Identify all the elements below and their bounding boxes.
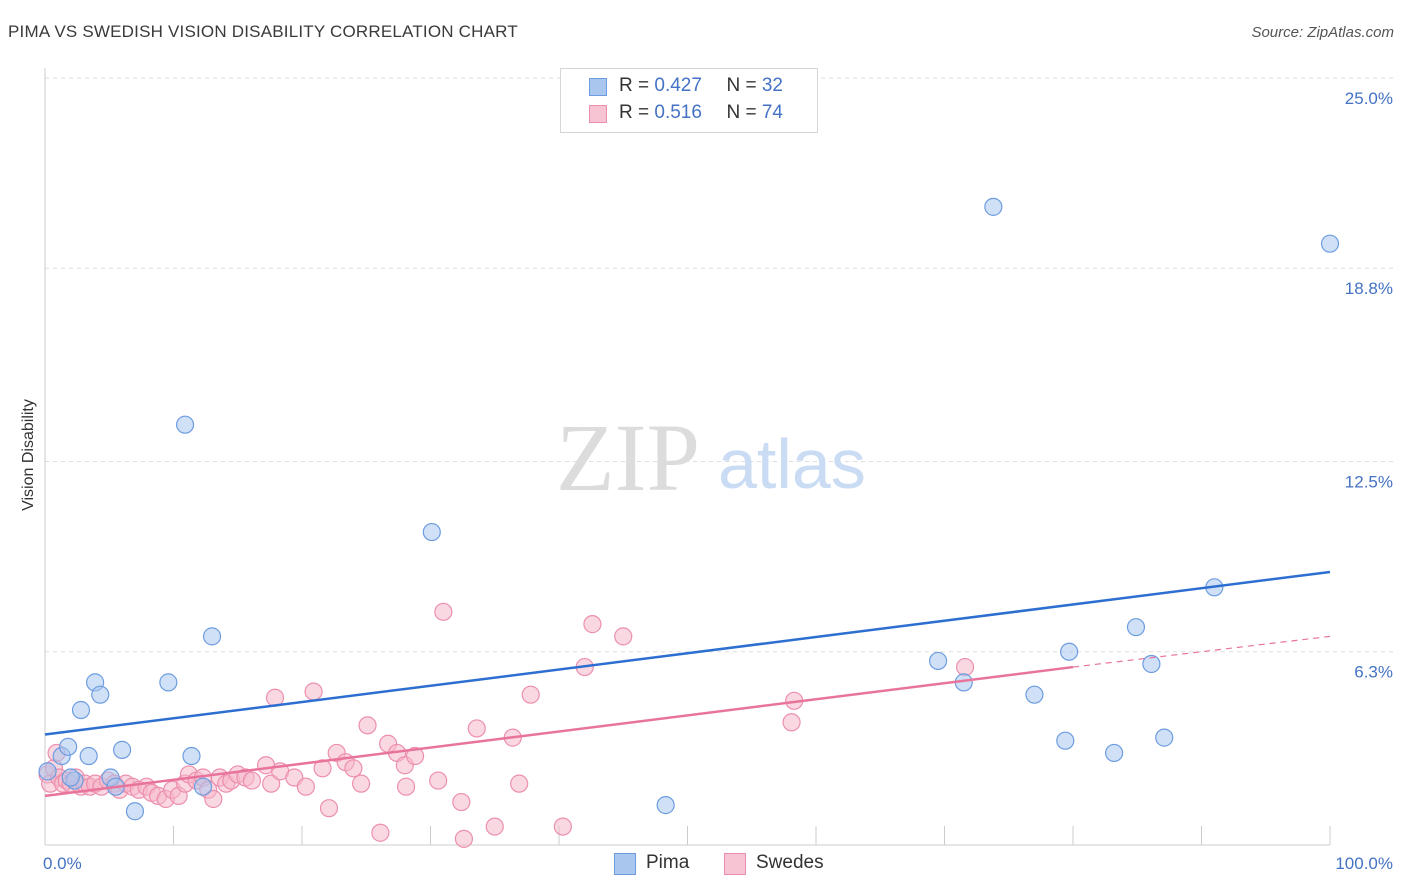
swedes-point — [296, 777, 315, 796]
legend: R = 0.427 N = 32 R = 0.516 N = 74 — [560, 68, 818, 133]
legend-pima-r-label: R = — [619, 75, 655, 96]
pima-point — [1060, 642, 1079, 661]
pima-point — [656, 796, 675, 815]
pima-point — [422, 522, 441, 542]
swedes-point — [553, 817, 572, 836]
pima-point — [193, 777, 213, 796]
pima-point — [71, 700, 91, 720]
swedes-point — [358, 716, 377, 735]
watermark-atlas: atlas — [718, 425, 866, 503]
y-tick-label: 18.8% — [1345, 279, 1393, 298]
pima-point — [1142, 654, 1161, 674]
swedes-point — [510, 774, 529, 793]
swedes-point — [434, 602, 453, 621]
legend-pima-r-value: 0.427 — [654, 75, 702, 96]
swedes-point — [454, 829, 474, 848]
swedes-point — [371, 823, 390, 842]
legend-swedes-n-value: 74 — [761, 102, 783, 123]
swedes-trend-line — [44, 665, 1074, 798]
pima-point — [928, 651, 948, 671]
swedes-point — [319, 799, 339, 818]
swedes-point — [344, 759, 363, 778]
swedes-point — [521, 685, 540, 704]
legend-swedes-r-label: R = — [619, 102, 655, 123]
y-tick-label: 12.5% — [1345, 473, 1393, 492]
pima-points — [38, 197, 1340, 821]
pima-point — [38, 762, 57, 781]
swedes-point — [429, 771, 448, 790]
swedes-points — [38, 602, 975, 848]
x-tick-label-min: 0.0% — [43, 854, 82, 873]
swedes-point — [452, 792, 471, 812]
swedes-point — [485, 817, 504, 836]
swedes-point — [242, 771, 261, 790]
pima-point — [1105, 743, 1124, 763]
chart-title: PIMA VS SWEDISH VISION DISABILITY CORREL… — [8, 22, 518, 41]
pima-point — [202, 627, 222, 646]
swedes-point — [262, 774, 281, 793]
pima-point — [79, 746, 98, 766]
pima-point — [1056, 731, 1075, 750]
pima-point — [1126, 618, 1146, 637]
pima-point — [159, 673, 178, 692]
y-axis-label: Vision Disability — [20, 399, 37, 511]
bottom-legend-swatch-swedes — [724, 853, 746, 875]
pima-point — [182, 746, 201, 766]
y-tick-label: 6.3% — [1354, 663, 1393, 682]
pima-point — [984, 197, 1003, 216]
pima-point — [91, 685, 110, 704]
axes-layer: 6.3% 12.5% 18.8% 25.0% 0.0% 100.0% — [43, 68, 1393, 873]
trend-layer — [44, 570, 1331, 798]
legend-swatch-swedes — [589, 105, 607, 123]
legend-swedes-n-label: N = — [726, 102, 762, 123]
swedes-point — [467, 719, 486, 738]
swedes-point — [583, 615, 602, 634]
x-tick-label-max: 100.0% — [1335, 854, 1393, 873]
bottom-legend-pima-label: Pima — [646, 852, 690, 873]
swedes-point — [313, 759, 332, 778]
legend-pima-n-value: 32 — [761, 75, 783, 96]
swedes-point — [614, 627, 633, 646]
swedes-point — [405, 746, 425, 766]
grid-layer — [45, 77, 1395, 653]
watermark: ZIP atlas — [556, 404, 866, 511]
legend-swedes-r-value: 0.516 — [654, 102, 702, 123]
swedes-point — [204, 789, 223, 809]
pima-point — [175, 415, 195, 434]
swedes-point — [782, 713, 801, 732]
swedes-point — [352, 774, 371, 793]
source-label: Source: ZipAtlas.com — [1251, 24, 1394, 41]
bottom-legend-swatch-pima — [614, 853, 636, 875]
pima-point — [1155, 728, 1174, 747]
watermark-zip: ZIP — [556, 404, 700, 511]
pima-point — [1320, 234, 1340, 253]
swedes-point — [396, 777, 416, 796]
pima-point — [112, 740, 132, 759]
bottom-legend-swedes-label: Swedes — [756, 852, 824, 873]
y-tick-label: 25.0% — [1345, 89, 1393, 108]
pima-point — [61, 768, 80, 787]
pima-point — [59, 737, 78, 756]
swedes-point — [955, 657, 975, 677]
legend-pima-n-label: N = — [726, 75, 762, 96]
pima-point — [125, 802, 145, 821]
legend-swatch-pima — [589, 78, 607, 96]
swedes-point — [304, 682, 323, 701]
pima-point — [1025, 685, 1044, 704]
pima-trend-line — [44, 570, 1331, 736]
